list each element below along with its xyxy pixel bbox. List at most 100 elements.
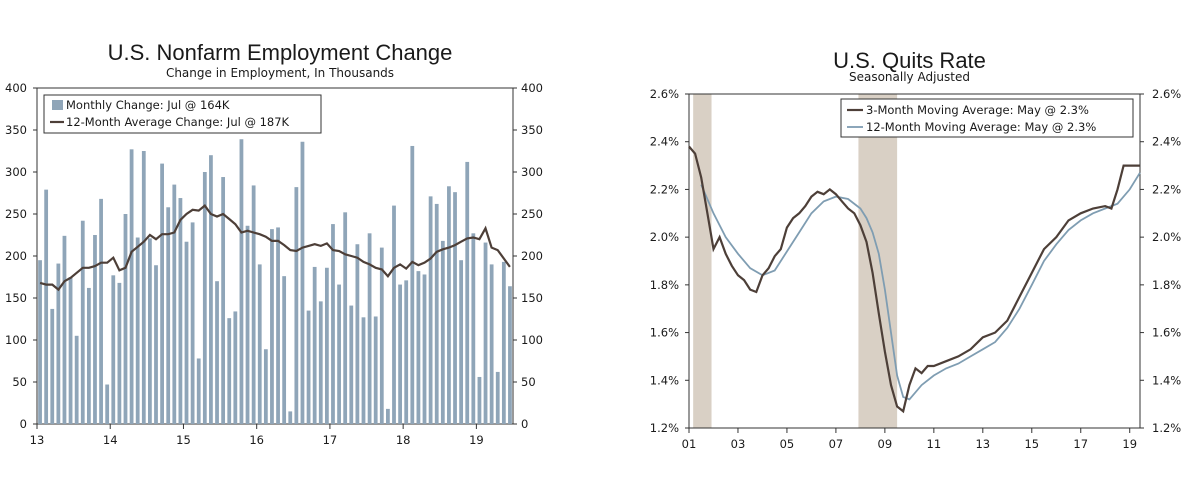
bar [270,229,274,424]
chart-title: U.S. Quits Rate [833,48,986,73]
recession-shade [693,94,712,428]
legend-label: 12-Month Moving Average: May @ 2.3% [866,120,1096,134]
legend-bar-swatch [52,100,63,110]
series-line-3-month [688,145,1140,414]
bar [324,267,329,424]
y-tick-label-right: 300 [521,165,543,179]
bar [245,225,250,424]
x-tick-label: 17 [1073,437,1088,451]
bar [501,261,506,424]
x-tick-label: 18 [396,433,411,447]
x-tick-label: 01 [682,437,697,451]
bar [331,224,335,424]
bar [447,186,451,424]
y-tick-label-left: 50 [12,375,27,389]
bar [373,316,378,424]
bar [196,358,201,424]
y-tick-label-left: 100 [5,333,27,347]
bar [257,264,262,424]
y-tick-label-left: 2.4% [650,135,679,149]
bar [184,241,189,424]
y-tick-label-right: 100 [521,333,543,347]
y-tick-label-right: 1.2% [1152,421,1181,435]
bar [209,155,213,424]
bar [508,286,512,424]
quits-chart: 1.2% 1.2% 1.4% 1.4% 1.6% 1.6% 1.8% 1.8% 2.0% 2.0%… [650,87,1182,451]
bar [190,222,195,424]
bar [105,384,110,424]
y-tick-label-right: 1.6% [1152,326,1181,340]
legend-box [840,98,1134,138]
x-tick-label: 15 [1024,437,1039,451]
bar [135,237,140,424]
series-line-12-month [700,172,1141,401]
y-tick-label-left: 2.0% [650,230,679,244]
x-tick-label: 05 [780,437,795,451]
y-tick-label-right: 200 [521,249,543,263]
bar [263,349,268,424]
y-tick-label-right: 1.8% [1152,278,1181,292]
bar [62,235,67,424]
bar [386,408,390,424]
bar [117,282,122,424]
bar [459,260,464,424]
y-tick-label-right: 1.4% [1152,373,1181,387]
bar [74,335,79,424]
x-tick-label: 14 [103,433,118,447]
bar [367,233,372,424]
plot-area [688,93,1141,429]
bar [123,214,128,424]
y-tick-label-right: 2.0% [1152,230,1181,244]
bar [44,189,49,424]
bar [129,149,134,424]
x-tick-label: 15 [176,433,191,447]
bar [141,151,146,424]
y-tick-label-left: 0 [20,417,27,431]
bar [178,198,183,424]
y-tick-label-left: 1.8% [650,278,679,292]
bar [239,139,244,425]
bar [80,220,85,424]
x-tick-label: 19 [1122,437,1137,451]
bar [379,247,384,424]
y-tick-label-right: 2.2% [1152,182,1181,196]
legend-label: 3-Month Moving Average: May @ 2.3% [866,103,1089,117]
y-tick-label-left: 1.2% [650,421,679,435]
y-tick-label-right: 250 [521,207,543,221]
x-tick-label: 17 [323,433,338,447]
y-tick-label-right: 2.6% [1152,87,1181,101]
y-tick-label-left: 2.6% [650,87,679,101]
recession-shade [858,94,898,428]
bar [434,203,439,424]
bar [337,284,341,424]
employment-chart: 0 0 50 50 100 100 150 150 200 200 250 250 300 300 350 3… [5,81,543,447]
bar [355,244,360,424]
bar [282,276,287,424]
x-tick-label: 07 [829,437,844,451]
y-tick-label-left: 200 [5,249,27,263]
legend: 3-Month Moving Average: May @ 2.3% 12-Mon… [840,98,1134,138]
y-tick-label-left: 300 [5,165,27,179]
bar [38,260,42,424]
x-tick-label: 13 [30,433,45,447]
bar [489,264,494,424]
x-tick-label: 11 [927,437,942,451]
y-tick-label-left: 1.6% [650,326,679,340]
bar [294,187,299,424]
x-tick-label: 03 [731,437,746,451]
bar [276,227,280,424]
employment-chart-panel: U.S. Nonfarm Employment Change Change in… [0,0,560,495]
y-tick-label-left: 2.2% [650,182,679,196]
bar [148,238,152,424]
bar [172,184,177,424]
average-line [39,204,511,292]
legend-box [43,94,322,134]
y-tick-label-left: 400 [5,81,27,95]
bar [86,287,91,424]
legend: Monthly Change: Jul @ 164K 12-Month Avera… [43,94,322,134]
bar [471,233,476,424]
y-tick-label-right: 350 [521,123,543,137]
bar [288,411,293,424]
bar [422,274,427,424]
y-tick-label-right: 2.4% [1152,135,1181,149]
